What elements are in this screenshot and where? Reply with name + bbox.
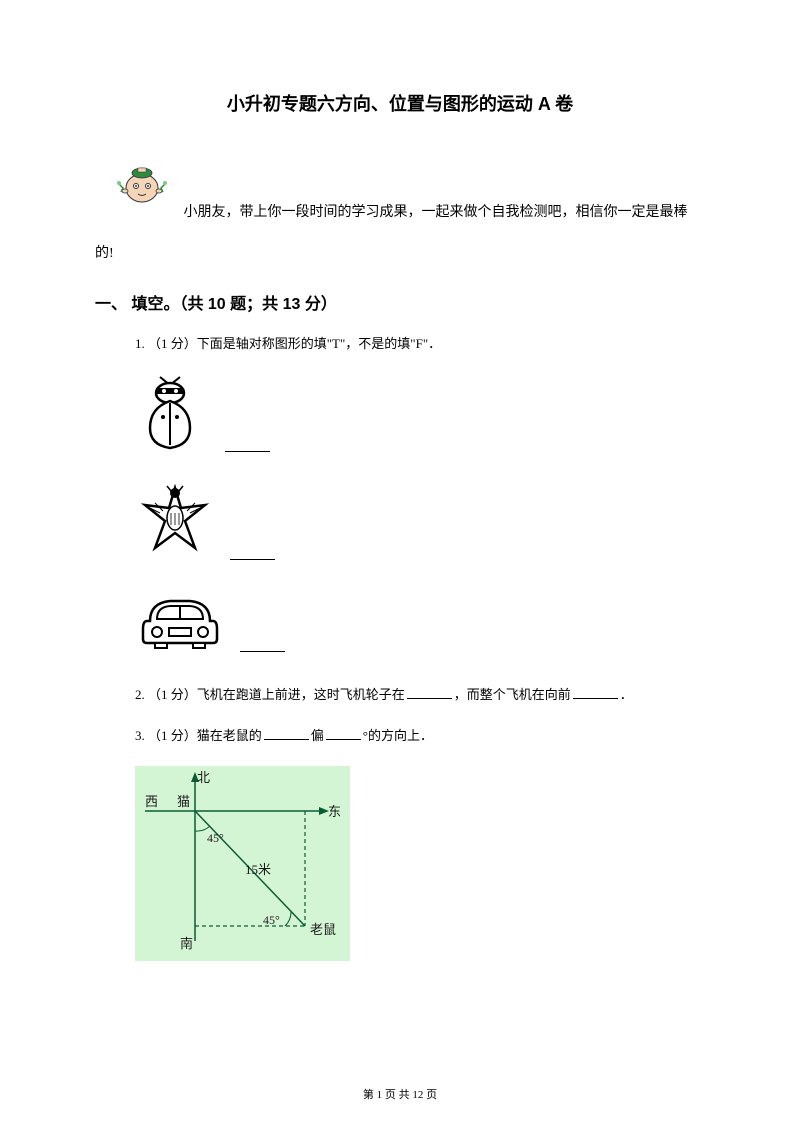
question-2: 2. （1 分）飞机在跑道上前进，这时飞机轮子在 ，而整个飞机在向前 ． xyxy=(95,683,705,706)
section-header: 一、 填空。（共 10 题；共 13 分） xyxy=(95,290,705,314)
q2-mid: ，而整个飞机在向前 xyxy=(454,687,571,702)
page-title: 小升初专题六方向、位置与图形的运动 A 卷 xyxy=(95,90,705,116)
q2-blank-2[interactable] xyxy=(573,698,618,699)
intro-text: 小朋友，带上你一段时间的学习成果，一起来做个自我检测吧，相信你一定是最棒 xyxy=(184,205,688,220)
q1-image-3-row xyxy=(135,591,705,658)
q3-blank-1[interactable] xyxy=(264,739,309,740)
label-angle-1: 45° xyxy=(207,831,224,845)
mascot-icon xyxy=(105,156,180,229)
q3-blank-2[interactable] xyxy=(326,739,361,740)
footer-total: 12 xyxy=(412,1089,423,1101)
bird-star-icon xyxy=(135,483,215,566)
intro-section: 小朋友，带上你一段时间的学习成果，一起来做个自我检测吧，相信你一定是最棒 xyxy=(95,156,705,229)
q2-prefix: 2. （1 分）飞机在跑道上前进，这时飞机轮子在 xyxy=(135,687,405,702)
question-3: 3. （1 分）猫在老鼠的 偏 °的方向上． xyxy=(95,724,705,747)
intro-suffix: 的! xyxy=(95,239,705,270)
q3-mid: 偏 xyxy=(311,728,324,743)
q1-blank-1[interactable] xyxy=(225,451,270,452)
label-west: 西 xyxy=(145,794,158,809)
footer-mid: 页 共 xyxy=(382,1089,412,1101)
footer-prefix: 第 xyxy=(363,1089,377,1101)
q1-image-1-row xyxy=(135,373,705,458)
label-north: 北 xyxy=(197,770,210,785)
label-mouse: 老鼠 xyxy=(310,922,336,937)
footer-suffix: 页 xyxy=(423,1089,437,1101)
label-east: 东 xyxy=(328,804,341,819)
car-icon xyxy=(135,591,225,658)
q1-blank-2[interactable] xyxy=(230,559,275,560)
q2-suffix: ． xyxy=(620,687,633,702)
direction-diagram: 北 西 东 南 猫 老鼠 45° 45° 15米 xyxy=(135,766,705,966)
beetle-icon xyxy=(135,373,205,458)
page-footer: 第 1 页 共 12 页 xyxy=(0,1086,800,1102)
q3-suffix: °的方向上． xyxy=(363,728,433,743)
question-1: 1. （1 分）下面是轴对称图形的填"T"，不是的填"F"． xyxy=(95,332,705,355)
q1-image-2-row xyxy=(135,483,705,566)
q1-blank-3[interactable] xyxy=(240,651,285,652)
q3-prefix: 3. （1 分）猫在老鼠的 xyxy=(135,728,262,743)
label-distance: 15米 xyxy=(245,862,271,877)
q2-blank-1[interactable] xyxy=(407,698,452,699)
label-south: 南 xyxy=(180,936,193,951)
label-angle-2: 45° xyxy=(263,913,280,927)
label-cat: 猫 xyxy=(177,794,190,809)
